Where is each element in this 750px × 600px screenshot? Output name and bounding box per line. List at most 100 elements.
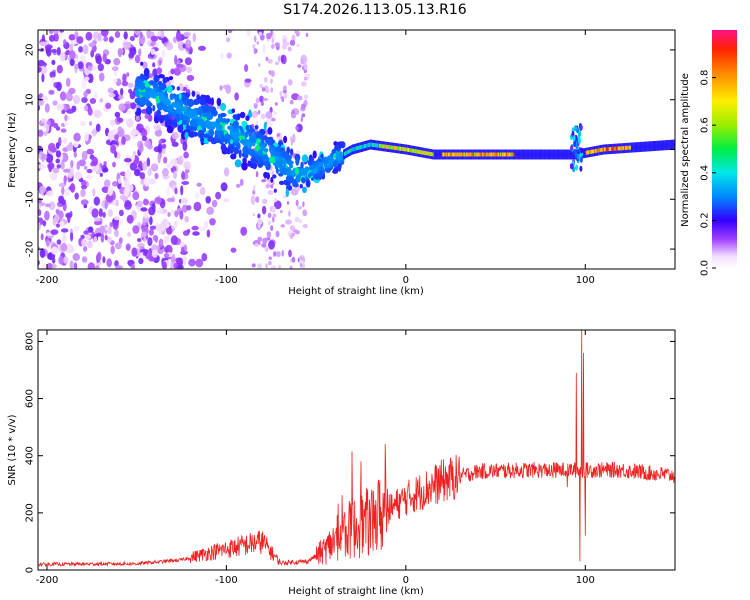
spectrogram-noise-blob <box>181 171 186 180</box>
spectrogram-noise-blob <box>94 265 100 269</box>
spectrogram-noise-blob <box>268 261 272 266</box>
spectrogram-noise-blob <box>295 186 301 191</box>
spectrogram-noise-blob <box>258 110 261 115</box>
spectrogram-noise-blob <box>227 30 233 34</box>
spectrogram-noise-blob <box>81 79 87 89</box>
spectrogram-noise-blob <box>132 129 139 136</box>
spectrogram-noise-blob <box>126 118 134 128</box>
spectrogram-noise-blob <box>262 198 268 204</box>
spectrogram-noise-blob <box>89 98 97 104</box>
spectrogram-noise-blob <box>234 92 239 101</box>
spectrogram-noise-blob <box>112 78 118 83</box>
spectrogram-band-core <box>448 152 450 157</box>
spectrogram-band-core <box>566 152 568 157</box>
spectrogram-noise-blob <box>60 242 68 252</box>
spectrogram-band-core <box>651 144 653 149</box>
spectrogram-noise-blob <box>127 82 134 88</box>
spectrogram-band-core <box>631 145 633 150</box>
spectrogram-band-core <box>616 146 618 151</box>
spectrogram-noise-blob <box>38 104 41 111</box>
spectrogram-noise-blob <box>87 73 94 84</box>
spectrogram-ridge-blob <box>199 133 204 139</box>
spectrogram-band-core <box>349 149 351 153</box>
spectrogram-band-core <box>385 144 387 149</box>
spectrogram-noise-blob <box>193 201 202 212</box>
spectrogram-noise-blob <box>123 31 128 40</box>
spectrogram-band-core <box>608 147 610 152</box>
spectrogram-noise-blob <box>103 161 107 166</box>
spectrogram-band-core <box>622 146 624 151</box>
spectrogram-ridge-blob <box>210 97 214 106</box>
spectrogram-noise-blob <box>264 247 267 252</box>
spectrogram-band-core <box>512 152 514 157</box>
spectrogram-noise-blob <box>83 104 89 112</box>
spectrogram-ridge-blob <box>229 139 234 145</box>
spectrogram-ridge-blob <box>166 125 174 134</box>
spectrogram-noise-blob <box>151 249 158 258</box>
spectrogram-noise-blob <box>65 77 71 88</box>
spectrogram-band-core <box>670 142 672 147</box>
spectrogram-band-core <box>656 143 658 148</box>
spectrogram-noise-blob <box>175 63 184 68</box>
spectrogram-band-core <box>431 152 433 157</box>
spectrogram-band-core <box>477 152 479 157</box>
spectrogram-band-core <box>548 152 550 157</box>
spectrogram-noise-blob <box>64 114 68 122</box>
spectrogram-ridge-blob <box>570 163 574 170</box>
spectrogram-noise-blob <box>230 247 237 253</box>
spectrogram-noise-blob <box>114 31 121 38</box>
spectrogram-ridge-blob <box>266 138 272 146</box>
spectrogram-band-core <box>537 152 539 157</box>
spectrogram-noise-blob <box>56 64 63 74</box>
spectrogram-noise-blob <box>114 242 122 250</box>
spectrogram-noise-blob <box>100 30 109 37</box>
spectrogram-band-core <box>531 152 533 157</box>
spectrogram-ridge-blob <box>273 188 277 193</box>
spectrogram-band-core <box>555 152 557 157</box>
spectrogram-noise-blob <box>73 262 78 269</box>
spectrogram-band-core <box>363 144 365 149</box>
spectrogram-ridge-blob <box>236 113 241 121</box>
spectrogram-ridge-blob <box>229 145 234 154</box>
spectrogram-noise-blob <box>175 257 182 264</box>
spectrogram-noise-blob <box>52 100 58 106</box>
spectrogram-noise-blob <box>61 109 66 114</box>
spectrogram-noise-blob <box>81 150 88 161</box>
spectrogram-noise-blob <box>49 71 56 79</box>
spectrogram-ridge-blob <box>578 138 581 144</box>
spectrogram-noise-blob <box>118 209 124 217</box>
spectrogram-ridge-blob <box>173 103 180 109</box>
spectrogram-band-core <box>625 145 627 150</box>
spectrogram-noise-blob <box>138 48 142 57</box>
spectrogram-ridge-blob <box>233 124 239 130</box>
spectrogram-noise-blob <box>250 195 256 206</box>
spectrogram-noise-blob <box>114 229 119 238</box>
spectrogram-noise-blob <box>44 103 50 113</box>
spectrogram-ridge-blob <box>224 134 229 139</box>
spectrogram-band-core <box>374 143 376 148</box>
spectrogram-ridge-blob <box>240 130 245 135</box>
spectrogram-ridge-blob <box>161 104 168 110</box>
spectrogram-ridge-blob <box>263 122 267 131</box>
spectrogram-noise-blob <box>184 57 192 66</box>
spectrogram-noise-blob <box>105 193 114 203</box>
spectrogram-band-core <box>643 144 645 149</box>
spectrogram-ridge-blob <box>242 157 248 164</box>
snr-x-tick-label: 100 <box>576 575 595 586</box>
spectrogram-y-tick-label: 0 <box>25 146 36 152</box>
spectrogram-ridge-blob <box>325 167 331 173</box>
spectrogram-noise-blob <box>215 191 222 200</box>
spectrogram-band-core <box>659 143 661 148</box>
spectrogram-noise-blob <box>183 244 188 252</box>
spectrogram-noise-blob <box>225 37 231 43</box>
spectrogram-ridge-blob <box>193 98 200 105</box>
spectrogram-band-core <box>479 152 481 157</box>
spectrogram-ridge-blob <box>162 84 167 89</box>
spectrogram-noise-blob <box>246 30 251 37</box>
spectrogram-band-core <box>382 144 384 149</box>
spectrogram-band-core <box>650 144 652 149</box>
spectrogram-noise-blob <box>253 184 256 192</box>
spectrogram-ridge-blob <box>332 169 338 174</box>
spectrogram-band-core <box>460 152 462 157</box>
spectrogram-noise-blob <box>289 39 296 46</box>
